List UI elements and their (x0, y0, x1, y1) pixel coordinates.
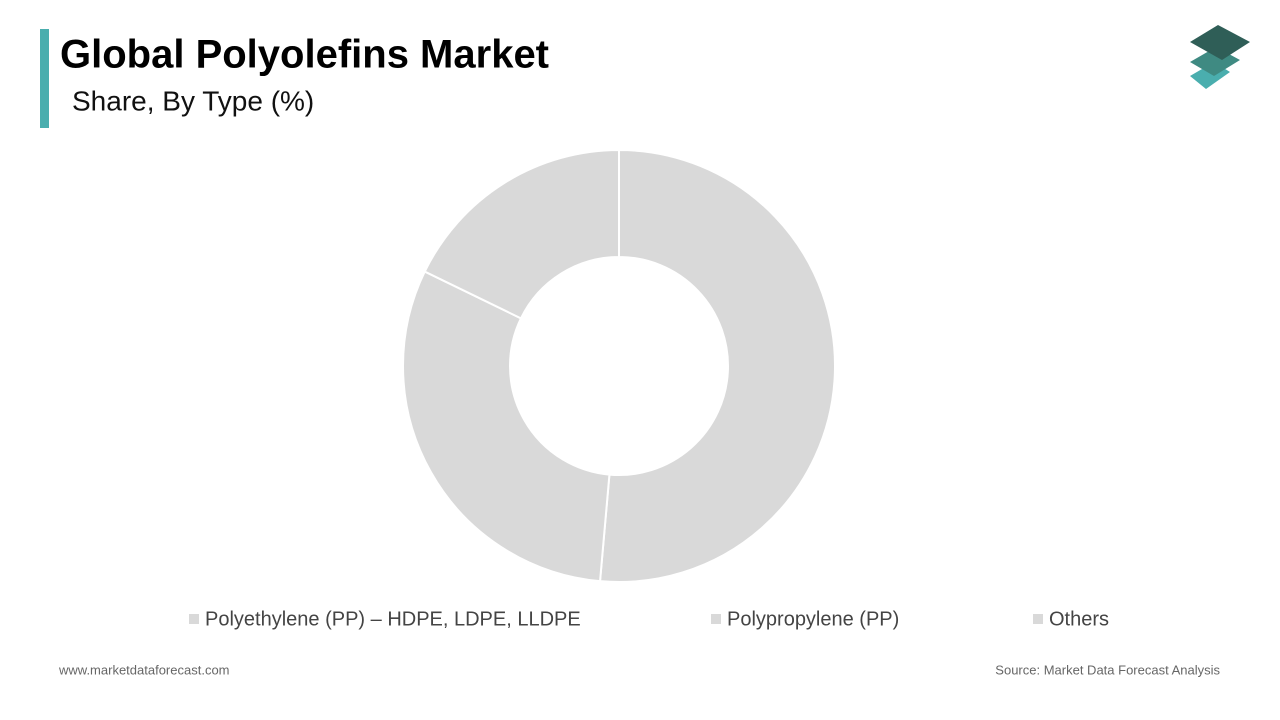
title-accent (40, 29, 49, 128)
legend-label: Polyethylene (PP) – HDPE, LDPE, LLDPE (205, 608, 581, 630)
source: Source: Market Data Forecast Analysis (995, 662, 1220, 677)
website: www.marketdataforecast.com (58, 662, 230, 677)
legend-marker (1033, 614, 1043, 624)
donut-segment (423, 148, 620, 320)
legend-label: Polypropylene (PP) (727, 608, 899, 630)
donut-segment (402, 270, 611, 583)
logo (1190, 25, 1250, 89)
legend-marker (189, 614, 199, 624)
chart-subtitle: Share, By Type (%) (72, 85, 314, 116)
legend-marker (711, 614, 721, 624)
legend-label: Others (1049, 608, 1109, 630)
chart-title: Global Polyolefins Market (60, 33, 549, 77)
donut-segment (598, 148, 836, 583)
